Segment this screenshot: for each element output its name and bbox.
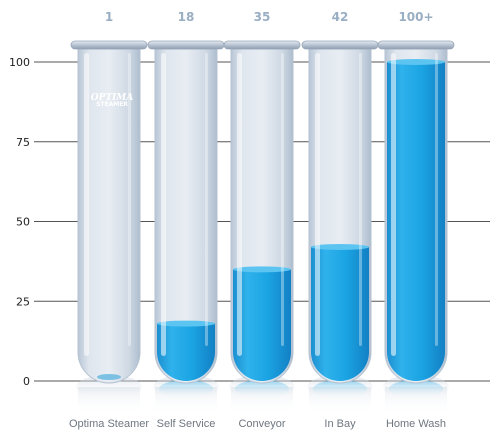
tube-liquid: [387, 62, 445, 381]
liquid-surface: [157, 320, 215, 327]
tube-top-label: 1: [105, 10, 113, 24]
tube-top-label: 100+: [398, 10, 433, 24]
glass-highlight: [315, 53, 320, 356]
tube-reflection: [383, 375, 449, 415]
tube-reflection: [229, 375, 295, 415]
tube-top-label: 35: [254, 10, 271, 24]
svg-text:OPTIMA: OPTIMA: [91, 93, 133, 103]
tube-rim: [70, 40, 148, 50]
tube-reflection: [307, 375, 373, 415]
y-tick-label: 100: [9, 56, 30, 69]
y-tick-label: 75: [16, 136, 30, 149]
category-label: Conveyor: [238, 418, 285, 430]
svg-text:STEAMER: STEAMER: [96, 101, 128, 108]
tube-liquid: [311, 247, 369, 381]
tube-rim: [301, 40, 379, 50]
tube-top-label: 42: [332, 10, 349, 24]
tube-in-bay: [301, 40, 379, 384]
glass-highlight: [391, 53, 396, 356]
y-tick-label: 0: [23, 375, 30, 388]
tube-home-wash: [377, 40, 455, 384]
liquid-surface: [311, 244, 369, 251]
glass-highlight: [237, 53, 242, 356]
y-tick-label: 50: [16, 216, 30, 229]
tube-optima-steamer: [70, 40, 148, 384]
category-label: Optima Steamer: [69, 418, 149, 430]
tube-liquid: [97, 374, 121, 380]
tube-reflection: [76, 375, 142, 415]
tube-rim: [377, 40, 455, 50]
tube-liquid: [157, 323, 215, 381]
category-label: Home Wash: [386, 418, 446, 430]
liquid-surface: [387, 59, 445, 65]
category-label: In Bay: [324, 418, 356, 430]
tube-rim: [147, 40, 225, 50]
tube-self-service: [147, 40, 225, 384]
glass-highlight: [84, 53, 89, 356]
glass-highlight: [161, 53, 166, 356]
tube-liquid: [233, 269, 291, 381]
tube-glass: [154, 48, 218, 384]
tube-top-label: 18: [178, 10, 195, 24]
tube-reflection: [153, 375, 219, 415]
y-tick-label: 25: [16, 295, 30, 308]
category-label: Self Service: [157, 418, 216, 430]
tube-conveyor: [223, 40, 301, 384]
tube-glass: [77, 48, 141, 384]
liquid-surface: [233, 266, 291, 273]
tube-rim: [223, 40, 301, 50]
